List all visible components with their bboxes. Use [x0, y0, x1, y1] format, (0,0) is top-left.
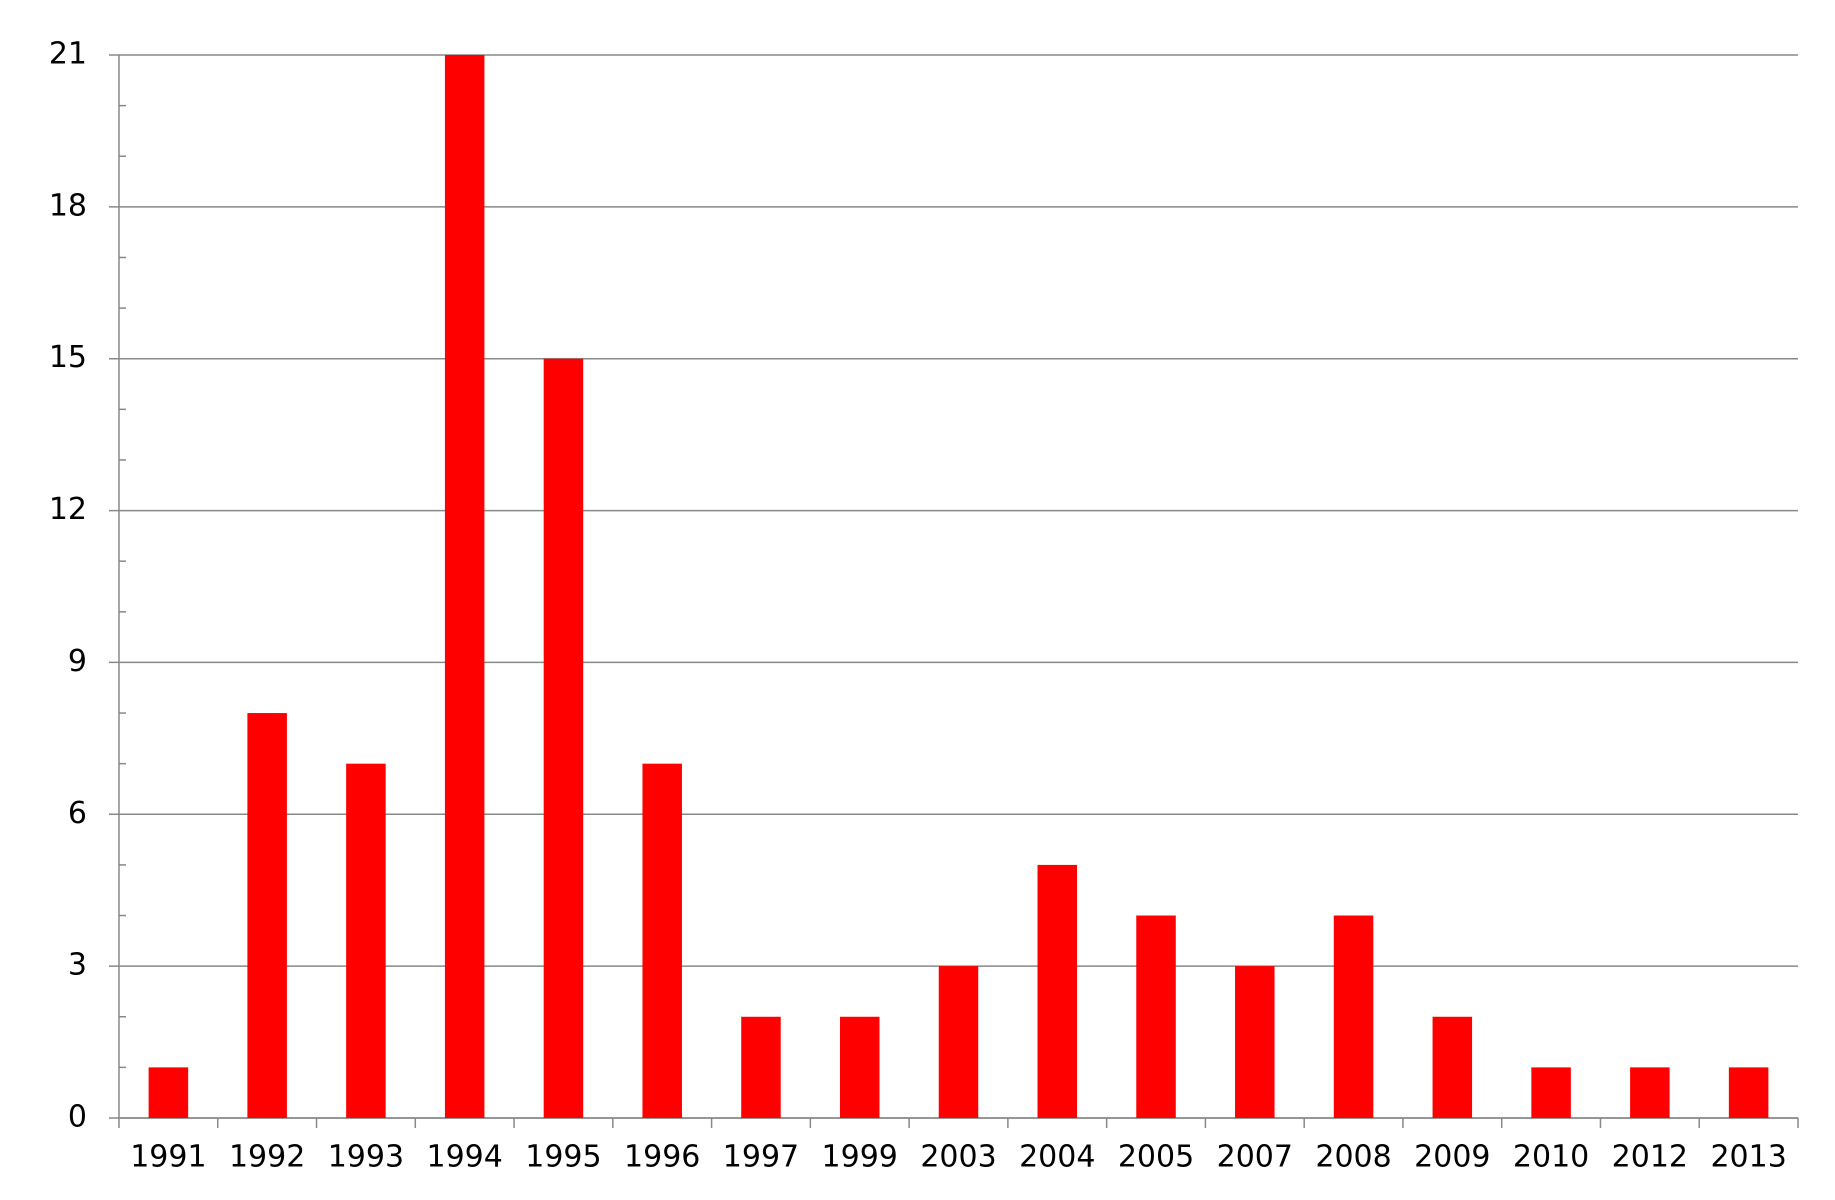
bar	[938, 966, 979, 1118]
x-tick-label: 2013	[1710, 1140, 1786, 1175]
y-tick-label: 0	[68, 1100, 87, 1135]
x-tick-label: 1996	[624, 1140, 700, 1175]
y-tick-label: 21	[49, 37, 87, 72]
bar	[247, 713, 287, 1118]
x-tick-label: 2003	[920, 1140, 996, 1175]
bar	[1333, 915, 1374, 1118]
y-tick-label: 6	[68, 796, 87, 831]
x-tick-label: 2007	[1217, 1140, 1293, 1175]
bar	[1432, 1016, 1473, 1118]
bar	[1630, 1067, 1670, 1118]
bar	[346, 763, 386, 1118]
bar	[444, 55, 485, 1118]
x-tick-label: 2010	[1513, 1140, 1589, 1175]
y-tick-label: 18	[49, 188, 87, 223]
x-tick-label: 1994	[426, 1140, 502, 1175]
bar	[1037, 864, 1078, 1118]
bar	[148, 1067, 189, 1118]
y-tick-label: 9	[68, 644, 87, 679]
x-tick-label: 2009	[1414, 1140, 1490, 1175]
x-tick-label: 2005	[1118, 1140, 1194, 1175]
bar	[1136, 915, 1176, 1118]
x-tick-label: 2012	[1612, 1140, 1688, 1175]
x-tick-label: 1993	[328, 1140, 404, 1175]
bar	[1235, 966, 1275, 1118]
bar	[1728, 1067, 1769, 1118]
bar	[741, 1016, 781, 1118]
bar	[543, 358, 584, 1118]
bar	[1531, 1067, 1571, 1118]
x-tick-label: 2004	[1019, 1140, 1095, 1175]
x-tick-label: 2008	[1315, 1140, 1391, 1175]
x-tick-label: 1999	[822, 1140, 898, 1175]
bar	[642, 763, 682, 1118]
x-tick-label: 1991	[130, 1140, 206, 1175]
x-tick-label: 1997	[723, 1140, 799, 1175]
y-tick-label: 12	[49, 492, 87, 527]
y-tick-label: 3	[68, 948, 87, 983]
x-tick-label: 1995	[525, 1140, 601, 1175]
bar	[839, 1016, 880, 1118]
y-tick-label: 15	[49, 340, 87, 375]
x-tick-label: 1992	[229, 1140, 305, 1175]
